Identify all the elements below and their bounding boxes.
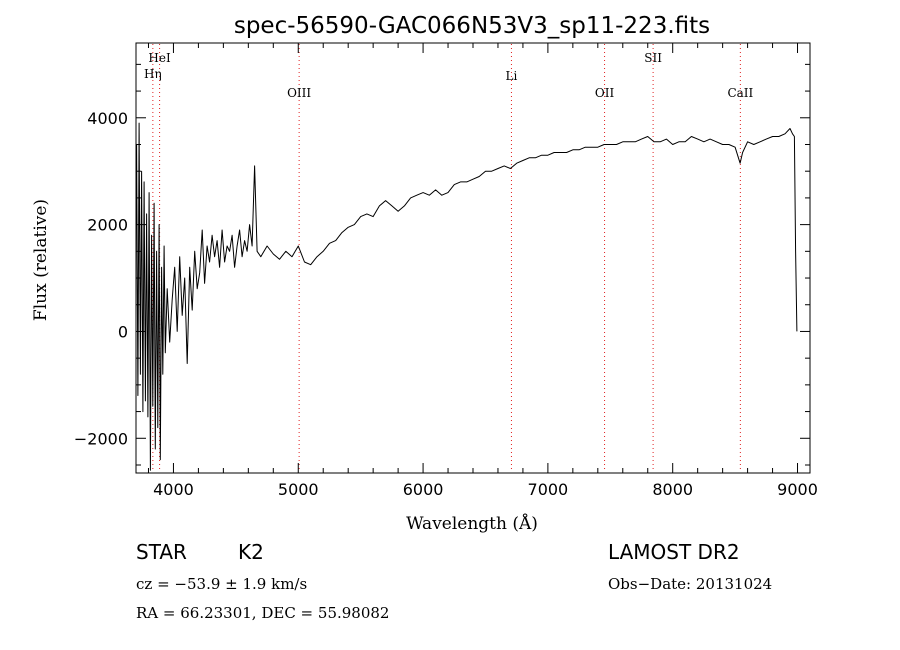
x-axis-label: Wavelength (Å) [406, 513, 538, 534]
x-tick-label: 7000 [528, 480, 569, 499]
spectral-line-label: HeI [148, 51, 171, 65]
spectral-line-label: CaII [727, 86, 753, 100]
spectral-subclass: K2 [238, 540, 264, 564]
y-tick-label: 4000 [87, 109, 128, 128]
x-tick-label: 8000 [652, 480, 693, 499]
y-tick-label: 0 [118, 322, 128, 341]
object-type: STAR [136, 540, 187, 564]
spectral-line-label: OII [595, 86, 615, 100]
spectral-line-label: OIII [287, 86, 311, 100]
survey-release: LAMOST DR2 [608, 540, 740, 564]
spectral-line-label: Li [506, 69, 518, 83]
y-tick-label: −2000 [74, 429, 128, 448]
spectral-line-label: SII [644, 51, 662, 65]
spectral-line-label: Hη [144, 67, 162, 81]
spectrum-series-line [136, 122, 798, 471]
y-tick-label: 2000 [87, 216, 128, 235]
x-tick-label: 5000 [278, 480, 319, 499]
observation-date: Obs−Date: 20131024 [608, 575, 773, 593]
plot-frame [135, 42, 811, 474]
redshift-velocity: cz = −53.9 ± 1.9 km/s [136, 575, 308, 593]
y-axis-label: Flux (relative) [31, 199, 51, 321]
x-tick-label: 4000 [153, 480, 194, 499]
sky-coordinates: RA = 66.23301, DEC = 55.98082 [136, 604, 390, 622]
x-tick-label: 6000 [403, 480, 444, 499]
x-tick-label: 9000 [777, 480, 818, 499]
chart-title: spec-56590-GAC066N53V3_sp11-223.fits [234, 13, 710, 39]
